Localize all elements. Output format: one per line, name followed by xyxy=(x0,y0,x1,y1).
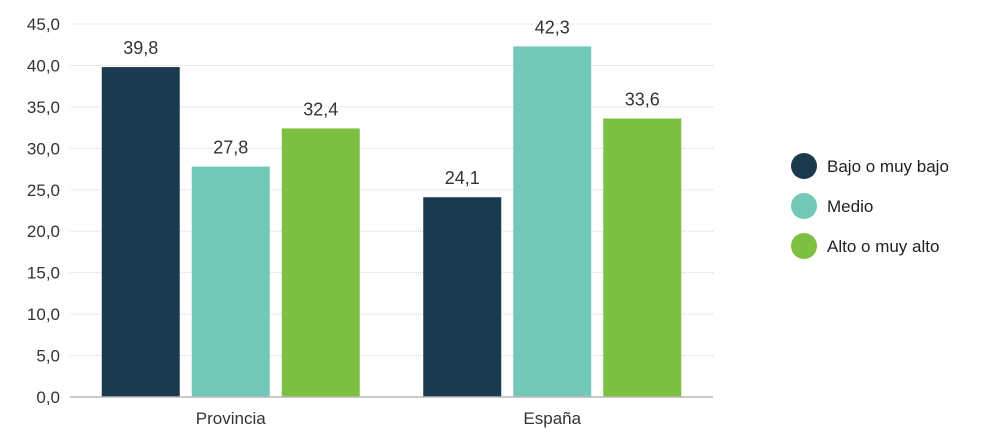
axis-layer: 0,0 5,0 10,0 15,0 20,0 25,0 30,0 35,0 40,0 45,0 Pr… xyxy=(27,15,713,428)
legend-label: Medio xyxy=(827,197,873,216)
y-tick-label: 30,0 xyxy=(27,139,60,158)
x-category-label: Provincia xyxy=(196,409,266,428)
y-tick-label: 20,0 xyxy=(27,222,60,241)
y-tick-label: 45,0 xyxy=(27,15,60,34)
data-label: 39,8 xyxy=(123,38,158,58)
legend-label: Bajo o muy bajo xyxy=(827,157,949,176)
legend-swatch xyxy=(791,153,817,179)
y-tick-label: 35,0 xyxy=(27,98,60,117)
bar xyxy=(101,67,180,397)
y-tick-label: 15,0 xyxy=(27,264,60,283)
data-labels-layer: 39,8 27,8 32,4 24,1 42,3 33,6 xyxy=(123,17,660,188)
legend: Bajo o muy bajo Medio Alto o muy alto xyxy=(791,153,949,259)
y-tick-label: 10,0 xyxy=(27,305,60,324)
legend-label: Alto o muy alto xyxy=(827,237,939,256)
y-tick-label: 25,0 xyxy=(27,181,60,200)
data-label: 24,1 xyxy=(445,168,480,188)
x-category-label: España xyxy=(523,409,581,428)
data-label: 32,4 xyxy=(303,99,338,119)
legend-swatch xyxy=(791,233,817,259)
bar xyxy=(191,166,270,397)
y-tick-label: 5,0 xyxy=(36,347,60,366)
bar xyxy=(423,197,502,397)
legend-swatch xyxy=(791,193,817,219)
y-tick-label: 40,0 xyxy=(27,56,60,75)
bar xyxy=(281,128,360,397)
y-tick-label: 0,0 xyxy=(36,388,60,407)
bar xyxy=(603,118,682,397)
bar xyxy=(513,46,592,397)
data-label: 42,3 xyxy=(535,17,570,37)
data-label: 27,8 xyxy=(213,138,248,158)
data-label: 33,6 xyxy=(625,89,660,109)
bars-layer xyxy=(101,46,682,397)
